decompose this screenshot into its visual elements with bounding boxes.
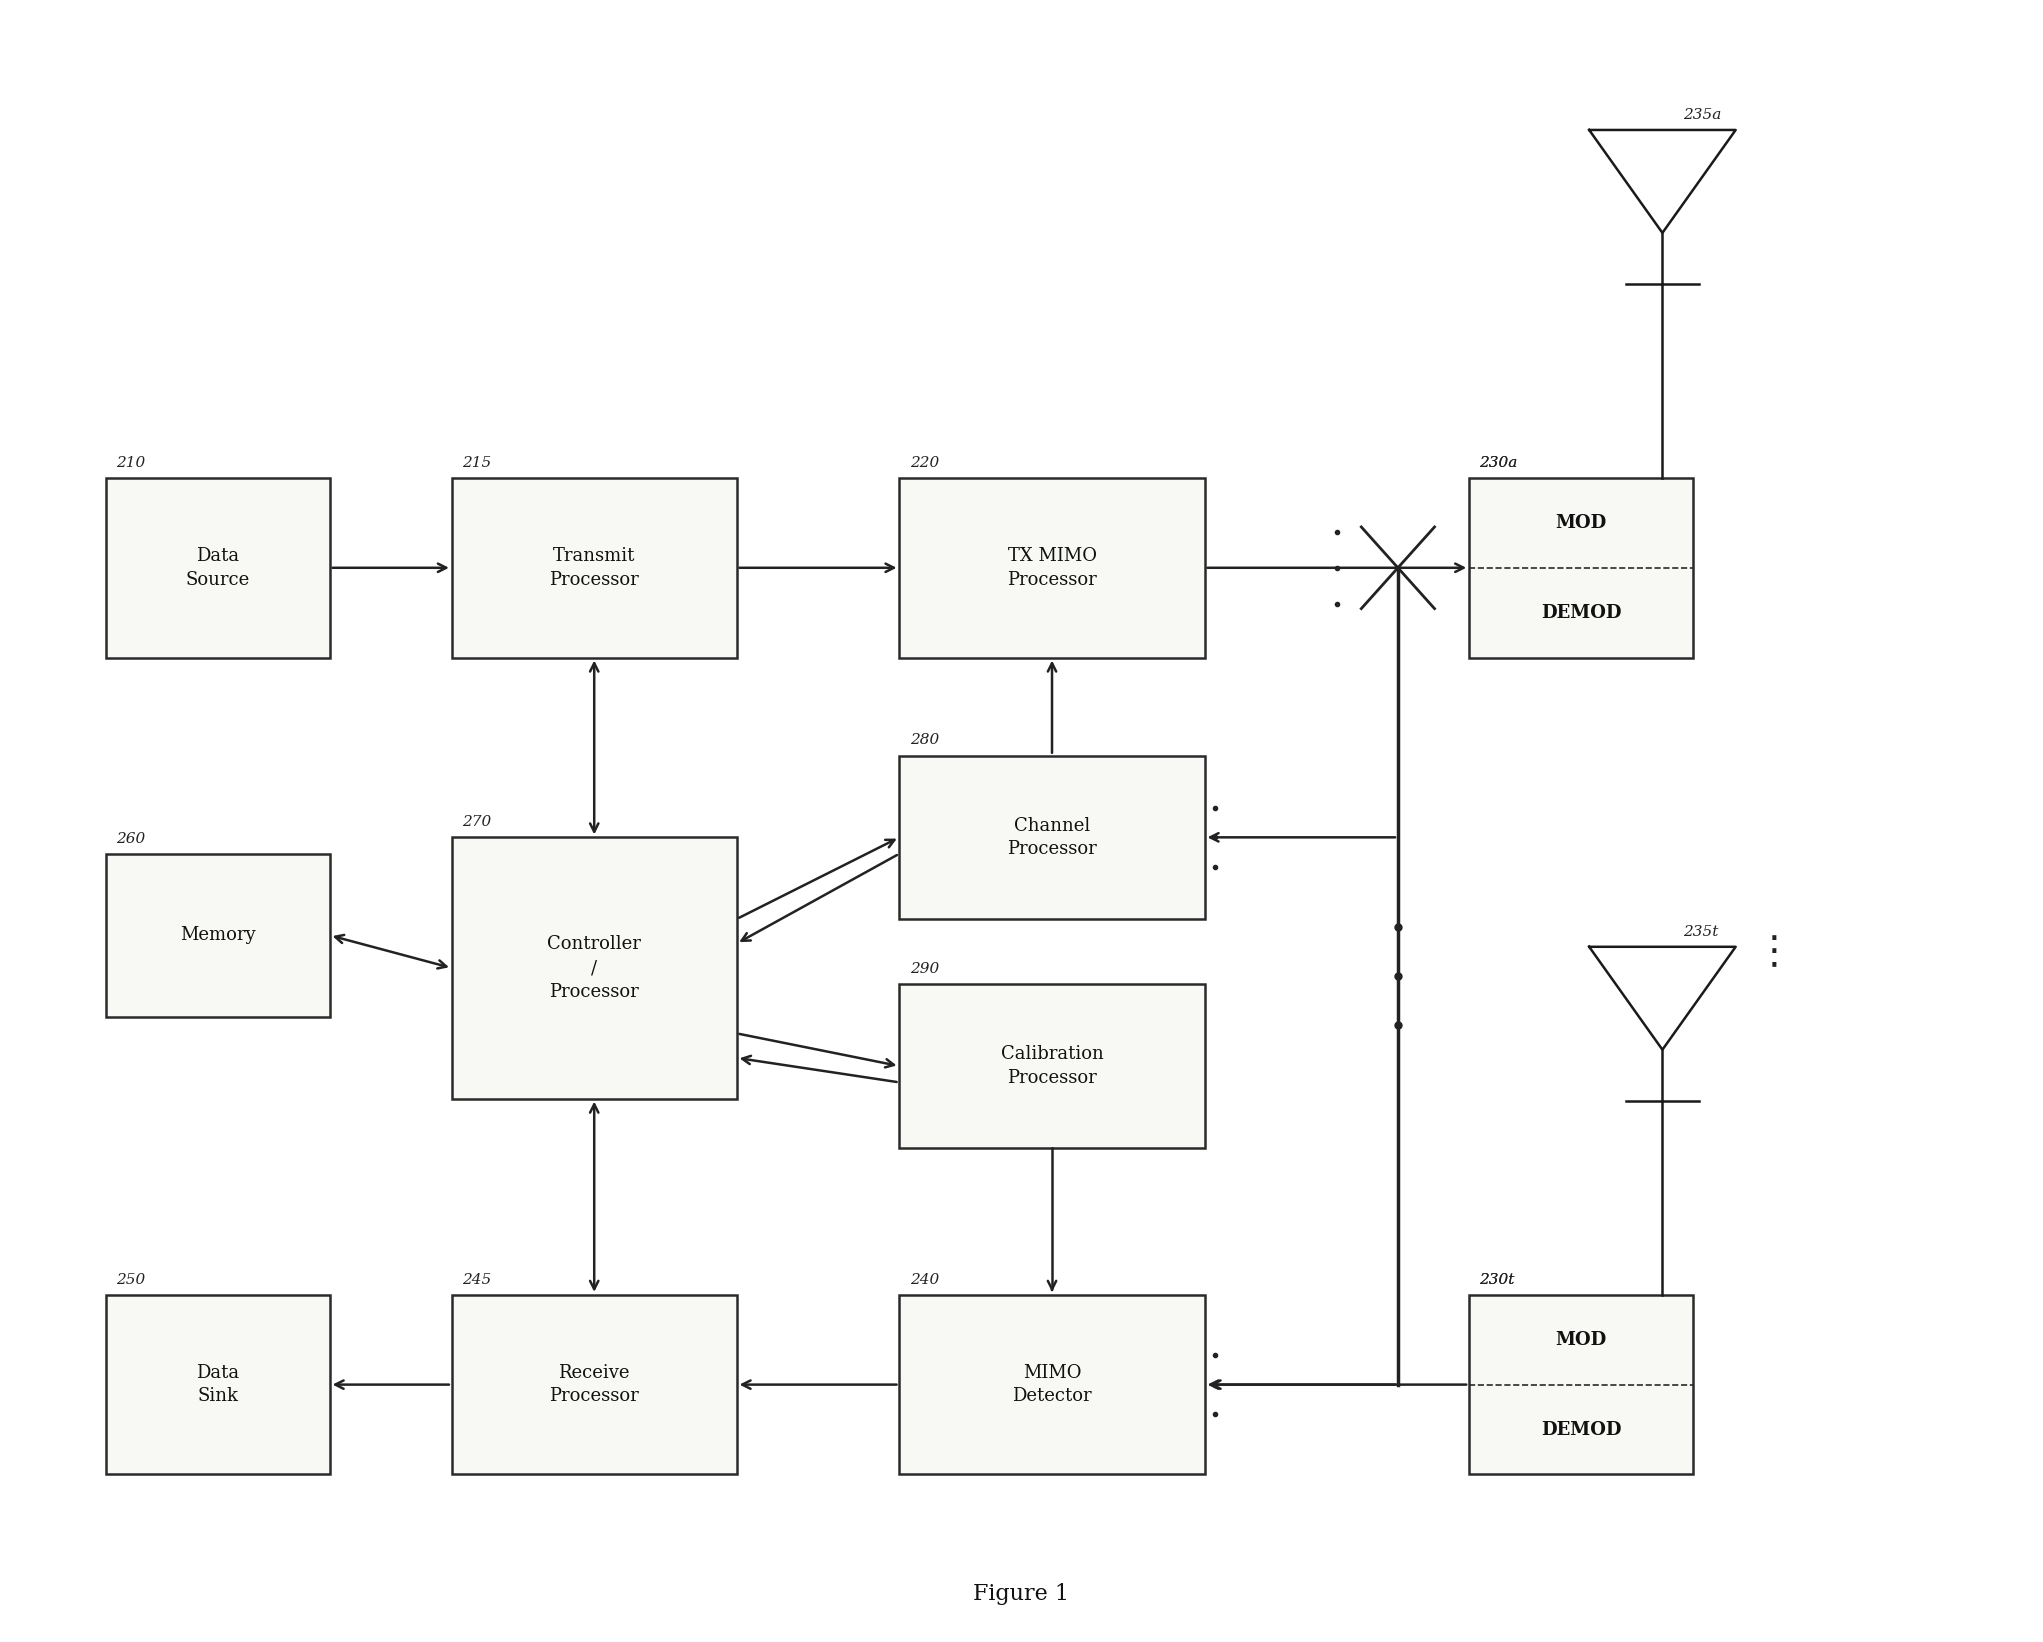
Text: 250: 250	[116, 1273, 145, 1287]
Text: MOD: MOD	[1555, 514, 1606, 532]
FancyBboxPatch shape	[106, 478, 329, 658]
Text: 235t: 235t	[1683, 924, 1718, 939]
Text: DEMOD: DEMOD	[1540, 604, 1622, 622]
Text: Receive
Processor: Receive Processor	[550, 1365, 639, 1406]
Text: Memory: Memory	[180, 926, 255, 944]
FancyBboxPatch shape	[452, 478, 738, 658]
Text: Controller
/
Processor: Controller / Processor	[548, 936, 642, 1000]
FancyBboxPatch shape	[899, 1296, 1205, 1475]
Text: 215: 215	[462, 456, 490, 470]
FancyBboxPatch shape	[106, 854, 329, 1016]
Text: 270: 270	[462, 814, 490, 829]
Text: Calibration
Processor: Calibration Processor	[1001, 1046, 1103, 1087]
Text: Data
Sink: Data Sink	[196, 1365, 239, 1406]
Text: 260: 260	[116, 831, 145, 846]
Text: Channel
Processor: Channel Processor	[1007, 816, 1097, 859]
Text: MIMO
Detector: MIMO Detector	[1011, 1365, 1091, 1406]
FancyBboxPatch shape	[452, 837, 738, 1098]
Text: 210: 210	[116, 456, 145, 470]
Text: ⋮: ⋮	[1755, 933, 1794, 970]
FancyBboxPatch shape	[899, 984, 1205, 1148]
Text: MOD: MOD	[1555, 1330, 1606, 1348]
Text: 230a: 230a	[1479, 456, 1518, 470]
FancyBboxPatch shape	[899, 478, 1205, 658]
Text: Data
Source: Data Source	[186, 547, 249, 588]
Text: Figure 1: Figure 1	[975, 1583, 1068, 1606]
Text: 230a: 230a	[1479, 456, 1518, 470]
Text: 235a: 235a	[1683, 108, 1720, 122]
FancyBboxPatch shape	[452, 1296, 738, 1475]
Text: 230t: 230t	[1479, 1273, 1514, 1287]
Text: Transmit
Processor: Transmit Processor	[550, 547, 639, 588]
FancyBboxPatch shape	[106, 1296, 329, 1475]
Text: TX MIMO
Processor: TX MIMO Processor	[1007, 547, 1097, 588]
Text: 245: 245	[462, 1273, 490, 1287]
FancyBboxPatch shape	[1469, 478, 1694, 658]
Text: DEMOD: DEMOD	[1540, 1420, 1622, 1438]
Text: 280: 280	[909, 734, 940, 747]
Text: 230t: 230t	[1479, 1273, 1514, 1287]
Text: 290: 290	[909, 962, 940, 977]
Text: 220: 220	[909, 456, 940, 470]
FancyBboxPatch shape	[1469, 1296, 1694, 1475]
FancyBboxPatch shape	[899, 755, 1205, 920]
Text: 240: 240	[909, 1273, 940, 1287]
